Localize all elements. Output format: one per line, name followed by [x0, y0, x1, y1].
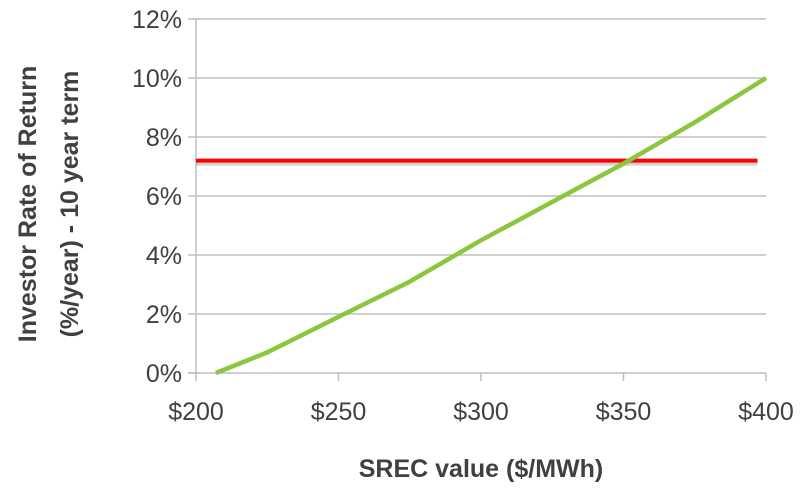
y-axis-title-line-1: Investor Rate of Return: [14, 66, 42, 342]
x-tick-label: $350: [596, 398, 652, 426]
y-tick-label: 4%: [146, 242, 182, 270]
y-tick-label: 0%: [146, 360, 182, 388]
y-axis-title-line-2: (%/year) - 10 year term: [56, 71, 84, 338]
series-line: [215, 76, 768, 376]
gridlines: [188, 18, 767, 381]
series-group: [215, 76, 768, 376]
x-tick-label: $400: [738, 398, 794, 426]
y-tick-label: 12%: [132, 6, 182, 34]
y-tick-label: 6%: [146, 183, 182, 211]
y-tick-label: 8%: [146, 124, 182, 152]
axes: [188, 19, 766, 374]
x-tick-label: $200: [168, 398, 224, 426]
x-axis-title: SREC value ($/MWh): [359, 455, 603, 483]
reference-lines: [196, 158, 758, 166]
y-tick-label: 10%: [132, 65, 182, 93]
x-tick-labels: $200 $250 $300 $350 $400: [168, 398, 794, 426]
x-tick-label: $250: [311, 398, 367, 426]
y-tick-labels: 0% 2% 4% 6% 8% 10% 12%: [132, 6, 182, 388]
y-tick-label: 2%: [146, 301, 182, 329]
x-tick-label: $300: [453, 398, 509, 426]
